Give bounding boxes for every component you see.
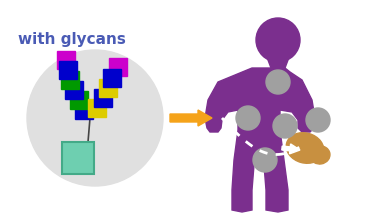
Bar [94, 89, 112, 107]
Bar [70, 91, 88, 109]
Bar [109, 58, 127, 76]
Ellipse shape [310, 146, 330, 164]
FancyArrow shape [170, 110, 212, 126]
Bar [99, 79, 117, 97]
Circle shape [306, 108, 330, 132]
Polygon shape [268, 60, 288, 68]
Circle shape [273, 114, 297, 138]
FancyArrow shape [282, 144, 300, 154]
Polygon shape [205, 68, 315, 212]
Circle shape [266, 70, 290, 94]
Circle shape [27, 50, 163, 186]
Bar [62, 142, 94, 174]
Bar [61, 71, 79, 89]
Bar [103, 69, 121, 87]
Ellipse shape [286, 133, 324, 163]
Bar [65, 81, 83, 99]
Bar [75, 101, 93, 119]
Circle shape [256, 18, 300, 62]
Bar [88, 99, 106, 117]
Bar [59, 61, 77, 79]
Bar [57, 51, 75, 69]
Circle shape [253, 148, 277, 172]
Text: with glycans: with glycans [18, 32, 126, 47]
Circle shape [236, 106, 260, 130]
